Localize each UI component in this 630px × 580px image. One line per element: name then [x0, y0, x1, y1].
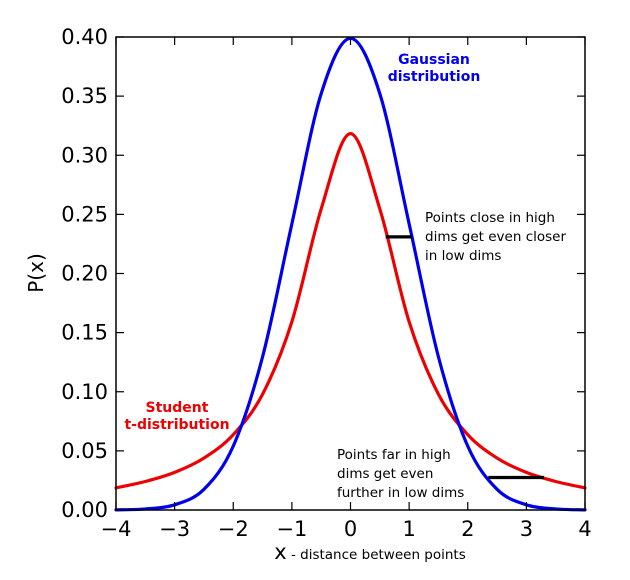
t-distribution-label: Student t-distribution [124, 400, 229, 433]
annotation-line: Points close in high [425, 210, 555, 226]
y-tick-label: 0.35 [61, 84, 108, 108]
annotation-line: dims get even closer [425, 229, 566, 245]
y-tick-label: 0.15 [61, 321, 108, 345]
t-distribution-label-line: t-distribution [124, 417, 229, 433]
gaussian-label-line: Gaussian [398, 52, 470, 68]
annotation-line: Points far in high [337, 447, 451, 463]
t-distribution-label-line: Student [146, 400, 209, 416]
y-axis-label: P(x) [24, 253, 48, 293]
curves-layer [114, 36, 587, 512]
x-tick-label: −2 [218, 517, 249, 541]
x-tick-label: 3 [520, 517, 533, 541]
gaussian-label-line: distribution [388, 69, 481, 85]
plot-frame [115, 36, 586, 511]
x-axis-label: x - distance between points [274, 540, 466, 564]
x-tick-label: 4 [578, 517, 591, 541]
y-tick-label: 0.40 [61, 25, 108, 49]
ticks-layer [115, 36, 586, 511]
y-tick-label: 0.00 [61, 498, 108, 522]
x-tick-label: 0 [344, 517, 357, 541]
x-axis-description: - distance between points [287, 547, 466, 563]
y-tick-label: 0.10 [61, 380, 108, 404]
x-tick-label: −3 [159, 517, 190, 541]
y-tick-label: 0.30 [61, 143, 108, 167]
x-tick-label: 2 [461, 517, 474, 541]
x-axis-variable: x [274, 540, 286, 564]
x-tick-label: 1 [402, 517, 415, 541]
labels-layer: −4 −3 −2 −1 0 1 2 3 4 0.00 0.05 0.10 0.15 0.20 0.25 0.3… [24, 25, 592, 564]
y-tick-label: 0.05 [61, 439, 108, 463]
annotation-line: in low dims [425, 248, 501, 264]
x-tick-label: −4 [101, 517, 132, 541]
annotation-markers-layer [385, 235, 544, 480]
y-tick-label: 0.20 [61, 262, 108, 286]
gaussian-label: Gaussian distribution [388, 52, 481, 85]
y-tick-label: 0.25 [61, 202, 108, 226]
annotation-line: further in low dims [337, 485, 464, 501]
t-distribution-curve [114, 132, 587, 490]
annotation-line: dims get even [337, 466, 433, 482]
far-points-annotation: Points far in high dims get even further i… [337, 447, 464, 501]
close-points-annotation: Points close in high dims get even closer… [425, 210, 566, 264]
x-tick-label: −1 [276, 517, 307, 541]
gaussian-curve [114, 36, 587, 512]
